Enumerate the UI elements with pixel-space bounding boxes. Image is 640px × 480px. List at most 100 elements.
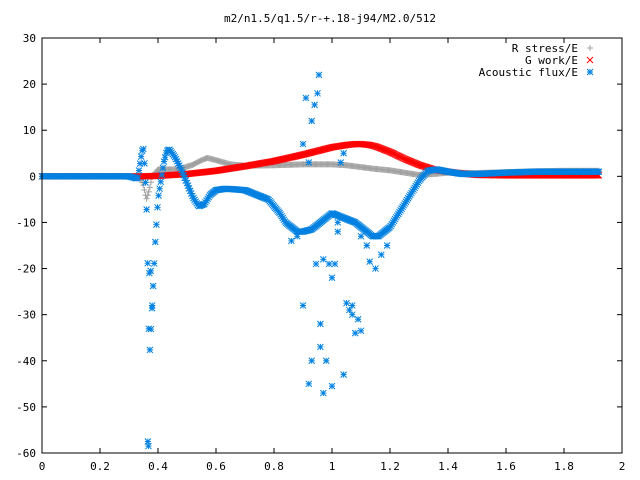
data-point — [305, 380, 313, 388]
data-point — [161, 153, 169, 161]
data-point — [305, 159, 313, 166]
data-point — [328, 274, 336, 282]
data-point — [322, 357, 330, 365]
chart-title: m2/n1.5/q1.5/r-+.18-j94/M2.0/512 — [224, 12, 436, 25]
y-tick-label: 10 — [23, 124, 36, 137]
data-point — [146, 184, 153, 191]
data-point — [302, 94, 310, 102]
plot-frame — [41, 37, 623, 454]
x-tick-label: 2 — [619, 460, 626, 473]
data-point — [337, 159, 345, 166]
data-point — [141, 186, 148, 193]
data-point — [158, 171, 166, 179]
data-point — [372, 265, 379, 272]
data-point — [151, 238, 159, 246]
data-point — [357, 232, 365, 240]
data-point — [139, 145, 147, 153]
x-tick-label: 0.2 — [90, 460, 110, 473]
data-point — [328, 382, 336, 390]
data-point — [319, 389, 327, 397]
legend-marker — [587, 45, 593, 51]
x-tick-label: 1.8 — [554, 460, 574, 473]
data-marks — [38, 71, 603, 450]
legend-label: Acoustic flux/E — [479, 66, 578, 79]
data-point — [147, 179, 154, 186]
data-point — [357, 327, 365, 335]
series-3 — [144, 71, 391, 450]
x-tick-label: 1.2 — [380, 460, 400, 473]
x-tick-label: 0.8 — [264, 460, 284, 473]
data-point — [317, 320, 324, 328]
y-tick-label: 0 — [29, 170, 36, 183]
data-point — [141, 160, 148, 167]
axis-ticks: 0 0.2 0.4 0.6 0.8 1 1.2 1.4 1.6 1.8 2 30 20 10 0 -10 -20… — [16, 32, 625, 473]
data-point — [311, 101, 318, 109]
data-point — [147, 267, 155, 275]
data-point — [173, 157, 181, 165]
legend-marker — [586, 56, 594, 64]
data-point — [155, 192, 162, 199]
y-tick-label: 30 — [23, 32, 36, 45]
y-tick-label: -60 — [16, 447, 36, 460]
data-point — [366, 258, 374, 265]
legend-marker — [586, 68, 594, 76]
data-point — [343, 299, 350, 307]
y-tick-label: -30 — [16, 309, 36, 322]
data-point — [135, 167, 143, 174]
x-tick-label: 0 — [39, 460, 46, 473]
y-tick-label: -50 — [16, 401, 36, 414]
series-2 — [38, 145, 603, 354]
data-point — [147, 325, 155, 333]
data-point — [145, 442, 152, 450]
data-point — [351, 329, 359, 337]
data-point — [288, 237, 295, 245]
data-point — [340, 149, 347, 157]
data-point — [156, 185, 164, 193]
data-point — [317, 343, 324, 351]
data-point — [160, 158, 168, 165]
legend-label: R stress/E — [512, 42, 578, 55]
data-point — [143, 206, 150, 213]
data-point — [334, 228, 342, 236]
data-point — [340, 371, 347, 378]
x-tick-label: 0.4 — [148, 460, 168, 473]
data-point — [143, 195, 150, 202]
data-point — [308, 117, 316, 125]
data-point — [134, 174, 142, 181]
y-tick-label: -10 — [16, 216, 36, 229]
data-point — [299, 302, 307, 309]
data-point — [334, 219, 342, 226]
data-point — [377, 251, 385, 259]
data-point — [137, 153, 145, 161]
data-point — [146, 346, 154, 354]
data-point — [153, 221, 160, 229]
data-point — [363, 242, 371, 249]
data-point — [348, 311, 356, 319]
data-point — [383, 242, 391, 249]
data-point — [315, 71, 323, 79]
data-point — [142, 179, 149, 186]
data-point — [354, 315, 362, 323]
data-point — [331, 260, 339, 268]
data-point — [145, 188, 152, 195]
y-tick-label: -20 — [16, 263, 36, 276]
data-point — [314, 89, 321, 97]
data-point — [293, 232, 301, 240]
data-point — [595, 168, 603, 176]
data-point — [144, 192, 151, 199]
data-point — [312, 260, 320, 268]
data-point — [157, 178, 165, 186]
data-point — [348, 302, 356, 309]
x-tick-label: 0.6 — [206, 460, 226, 473]
data-point — [325, 260, 333, 268]
y-tick-label: 20 — [23, 78, 36, 91]
x-tick-label: 1.4 — [438, 460, 458, 473]
data-point — [150, 260, 158, 267]
data-point — [308, 357, 316, 365]
data-point — [149, 282, 157, 290]
y-tick-label: -40 — [16, 355, 36, 368]
data-point — [159, 164, 167, 172]
data-point — [175, 162, 183, 169]
